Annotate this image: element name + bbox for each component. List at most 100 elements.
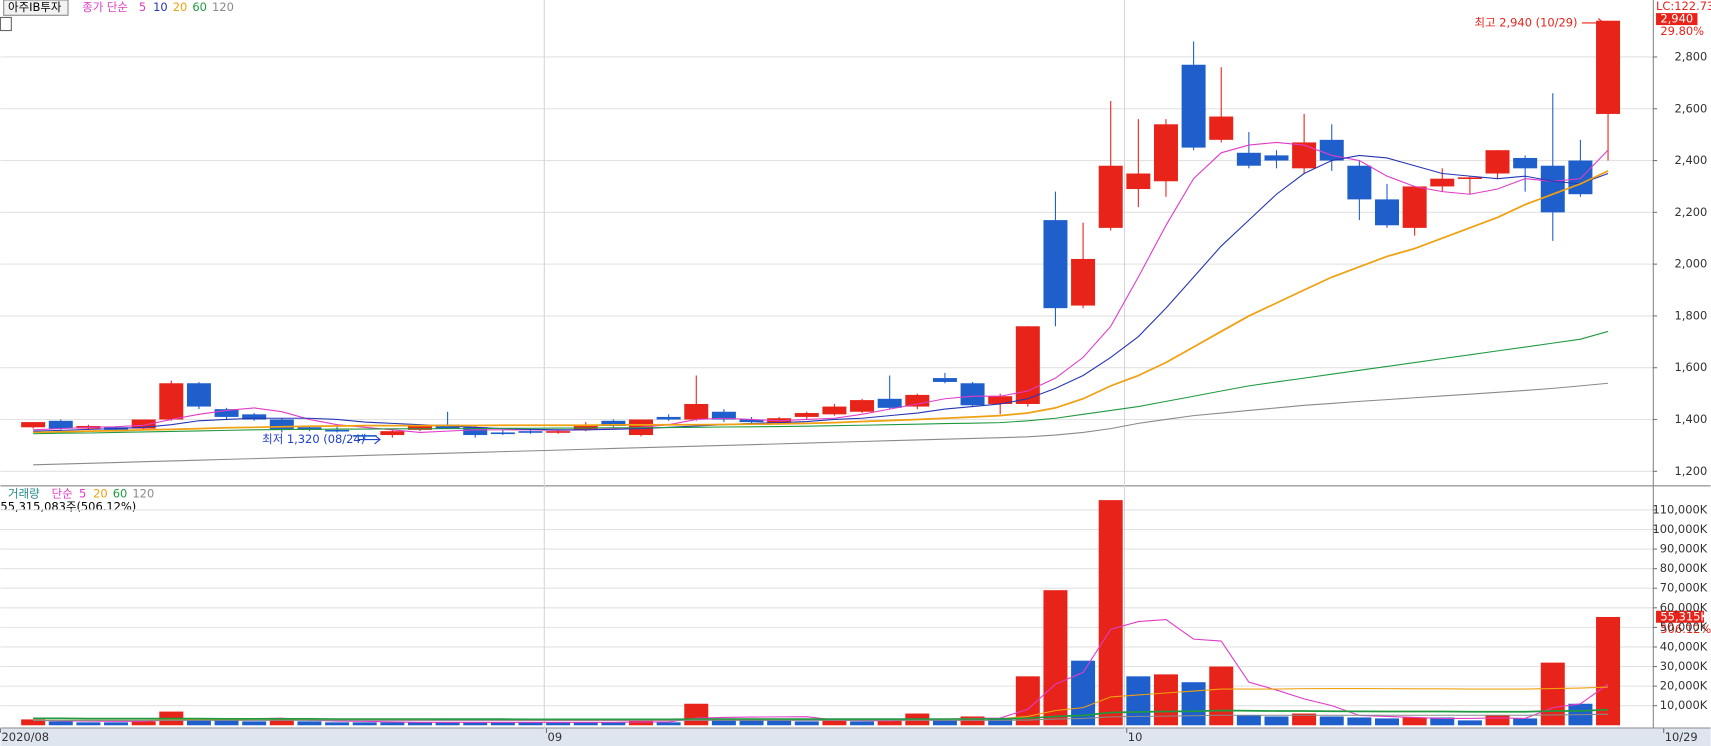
- candle-body: [352, 435, 377, 437]
- candle-body: [1485, 150, 1510, 174]
- volume-bar: [656, 722, 681, 726]
- volume-bar: [297, 721, 322, 726]
- candle-body: [1457, 177, 1482, 180]
- y-tick-label: 80,000K: [1660, 561, 1708, 575]
- volume-bar: [463, 722, 488, 726]
- low-annotation: 최저 1,320 (08/24): [262, 432, 365, 446]
- volume-bar: [1513, 718, 1538, 726]
- x-tick-label: 09: [548, 730, 563, 744]
- moving-average-line: [33, 154, 1609, 432]
- volume-bar: [131, 721, 156, 726]
- legend-entry: 60: [192, 0, 207, 14]
- axis-top-label: LC:122.73: [1656, 0, 1711, 13]
- candle-body: [1375, 199, 1400, 226]
- volume-bar: [1209, 666, 1234, 726]
- candle-body: [960, 383, 985, 406]
- volume-bar: [629, 720, 654, 726]
- candle-body: [1071, 258, 1096, 306]
- legend-entry: 5: [139, 0, 146, 14]
- last-volume-label: 55,315K: [1660, 609, 1708, 623]
- legend-entry: 5: [79, 487, 86, 501]
- candle-body: [1098, 165, 1123, 228]
- y-tick-label: 2,000: [1675, 257, 1708, 271]
- legend-entry: 60: [113, 487, 128, 501]
- volume-bar: [1485, 715, 1510, 726]
- candle-body: [905, 394, 930, 407]
- volume-bar: [822, 720, 847, 726]
- y-tick-label: 20,000K: [1660, 679, 1708, 693]
- candle-body: [1043, 220, 1068, 309]
- candle-body: [1209, 116, 1234, 140]
- candle-body: [407, 425, 432, 430]
- candle-body: [186, 383, 211, 407]
- volume-bar: [214, 720, 239, 726]
- legend-entry: 20: [173, 0, 188, 14]
- candle-body: [988, 396, 1013, 404]
- candle-body: [242, 414, 267, 420]
- volume-indicator: 단순: [52, 487, 73, 501]
- candle-body: [1596, 20, 1621, 114]
- legend-entry: 20: [93, 487, 108, 501]
- y-tick-label: 1,800: [1675, 308, 1708, 322]
- candle-body: [932, 378, 957, 382]
- candle-body: [711, 411, 736, 420]
- candle-body: [1181, 64, 1206, 148]
- y-tick-label: 2,200: [1675, 205, 1708, 219]
- candle-body: [877, 398, 902, 408]
- volume-bar: [1540, 662, 1565, 726]
- candle-body: [546, 431, 571, 433]
- volume-bar: [1071, 660, 1096, 726]
- candle-body: [601, 420, 626, 426]
- high-annotation: 최고 2,940 (10/29): [1475, 15, 1578, 29]
- candle-body: [1319, 139, 1344, 161]
- volume-bar: [269, 719, 294, 726]
- volume-bar: [21, 719, 46, 726]
- volume-bar: [1402, 717, 1427, 726]
- table-icon[interactable]: [0, 16, 12, 32]
- volume-bar: [435, 722, 460, 726]
- volume-bar: [546, 722, 571, 726]
- volume-bar: [767, 720, 792, 726]
- volume-bar: [684, 703, 709, 726]
- candle-body: [21, 422, 46, 428]
- volume-name: 거래량: [8, 487, 40, 501]
- candle-body: [269, 419, 294, 430]
- candle-body: [159, 383, 184, 420]
- candle-body: [822, 406, 847, 415]
- volume-bar: [573, 722, 598, 726]
- volume-summary: 55,315,083주(506.12%): [0, 500, 136, 514]
- y-tick-label: 2,600: [1675, 101, 1708, 115]
- volume-bar: [1043, 590, 1068, 726]
- volume-bar: [76, 722, 101, 726]
- y-tick-label: 100,000K: [1652, 522, 1707, 536]
- candle-body: [380, 431, 405, 436]
- candle-body: [684, 403, 709, 420]
- y-tick-label: 70,000K: [1660, 581, 1708, 595]
- volume-bar: [794, 721, 819, 726]
- volume-bar: [1375, 718, 1400, 726]
- y-tick-label: 2,800: [1675, 49, 1708, 63]
- moving-average-line: [33, 708, 1609, 721]
- volume-bar: [407, 722, 432, 726]
- candle-body: [1292, 142, 1317, 169]
- volume-bar: [186, 718, 211, 726]
- volume-bar: [490, 722, 515, 726]
- candle-body: [1126, 173, 1151, 190]
- x-tick-label: 10/29: [1665, 730, 1698, 744]
- volume-bar: [1292, 713, 1317, 726]
- volume-bar: [1347, 717, 1372, 726]
- x-axis-strip: [0, 728, 1711, 746]
- volume-bar: [1126, 676, 1151, 726]
- candle-body: [1430, 178, 1455, 187]
- volume-bar: [1319, 716, 1344, 726]
- name-box: [3, 0, 69, 16]
- candle-body: [1015, 326, 1040, 404]
- volume-bar: [988, 719, 1013, 726]
- volume-bar: [48, 721, 73, 726]
- last-volume-box: [1656, 610, 1705, 623]
- volume-bar: [1236, 715, 1261, 726]
- candle-body: [214, 409, 239, 417]
- candle-body: [490, 432, 515, 435]
- volume-bar: [380, 722, 405, 726]
